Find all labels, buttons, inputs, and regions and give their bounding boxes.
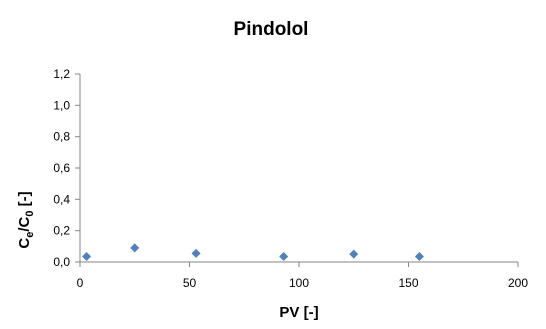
y-tick-label: 1,0 [53, 98, 70, 112]
x-tick-label: 0 [77, 276, 84, 290]
y-label-subscript: e [24, 232, 36, 238]
y-label-part: /C [16, 216, 33, 231]
data-point [130, 243, 140, 253]
x-tick-label: 150 [398, 276, 418, 290]
y-label-part: [-] [16, 191, 33, 210]
x-tick-label: 200 [508, 276, 528, 290]
data-points [82, 243, 424, 262]
y-tick-label: 0,2 [53, 224, 70, 238]
data-point [414, 252, 424, 262]
y-label-subscript: 0 [24, 211, 36, 217]
data-point [279, 252, 289, 262]
y-tick-label: 0,0 [53, 255, 70, 269]
y-tick-label: 0,8 [53, 130, 70, 144]
y-label-part: C [16, 238, 33, 249]
chart-title: Pindolol [234, 19, 309, 40]
x-axis-label: PV [-] [279, 304, 318, 321]
y-tick-label: 0,4 [53, 192, 70, 206]
y-axis-label: Ce/C0 [-] [16, 191, 36, 248]
y-tick-label: 0,6 [53, 161, 70, 175]
svg-text:Ce/C0 [-]: Ce/C0 [-] [16, 191, 36, 248]
y-tick-label: 1,2 [53, 67, 70, 81]
x-tick-label: 50 [183, 276, 197, 290]
data-point [191, 248, 201, 258]
axis-ticks: 0 50 100 150 200 0,0 0,2 0,4 0,6 0,8 1,0 1,2 [53, 67, 528, 290]
data-point [349, 249, 359, 259]
data-point [82, 252, 92, 262]
x-tick-label: 100 [289, 276, 309, 290]
